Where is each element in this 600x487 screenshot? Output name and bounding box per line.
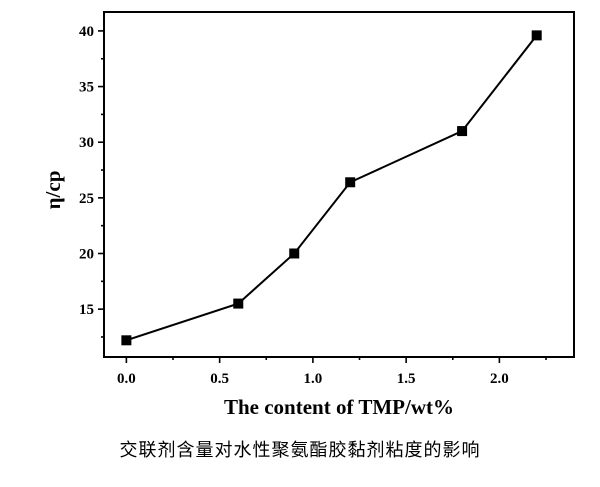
data-point — [531, 30, 542, 41]
x-tick-label: 0.5 — [210, 371, 229, 387]
figure-caption: 交联剂含量对水性聚氨酯胶黏剂粘度的影响 — [119, 440, 481, 461]
y-axis-ticks: 15 20 25 30 35 40 — [79, 24, 104, 338]
data-point — [121, 335, 132, 346]
data-series — [121, 30, 542, 346]
plot-frame — [103, 11, 575, 358]
y-tick-label: 20 — [79, 247, 94, 263]
x-tick-label: 2.0 — [490, 371, 509, 387]
x-tick-label: 0.0 — [117, 371, 136, 387]
data-point — [289, 248, 300, 259]
y-tick-label: 35 — [79, 80, 94, 96]
plot-axes — [103, 11, 575, 358]
y-tick-label: 40 — [79, 24, 94, 40]
series-line — [126, 34, 538, 342]
line-chart: 0.0 0.5 1.0 1.5 2.0 15 20 25 30 35 40 The content… — [41, 11, 575, 419]
x-tick-label: 1.5 — [397, 371, 416, 387]
data-point — [345, 177, 356, 188]
x-tick-label: 1.0 — [304, 371, 323, 387]
y-tick-label: 15 — [79, 302, 94, 318]
y-tick-label: 30 — [79, 135, 94, 151]
y-axis-title: η/cp — [41, 171, 65, 210]
data-point — [457, 126, 468, 137]
data-point — [233, 298, 244, 309]
x-axis-ticks: 0.0 0.5 1.0 1.5 2.0 — [117, 357, 547, 387]
y-tick-label: 25 — [79, 191, 94, 207]
x-axis-title: The content of TMP/wt% — [224, 395, 454, 419]
